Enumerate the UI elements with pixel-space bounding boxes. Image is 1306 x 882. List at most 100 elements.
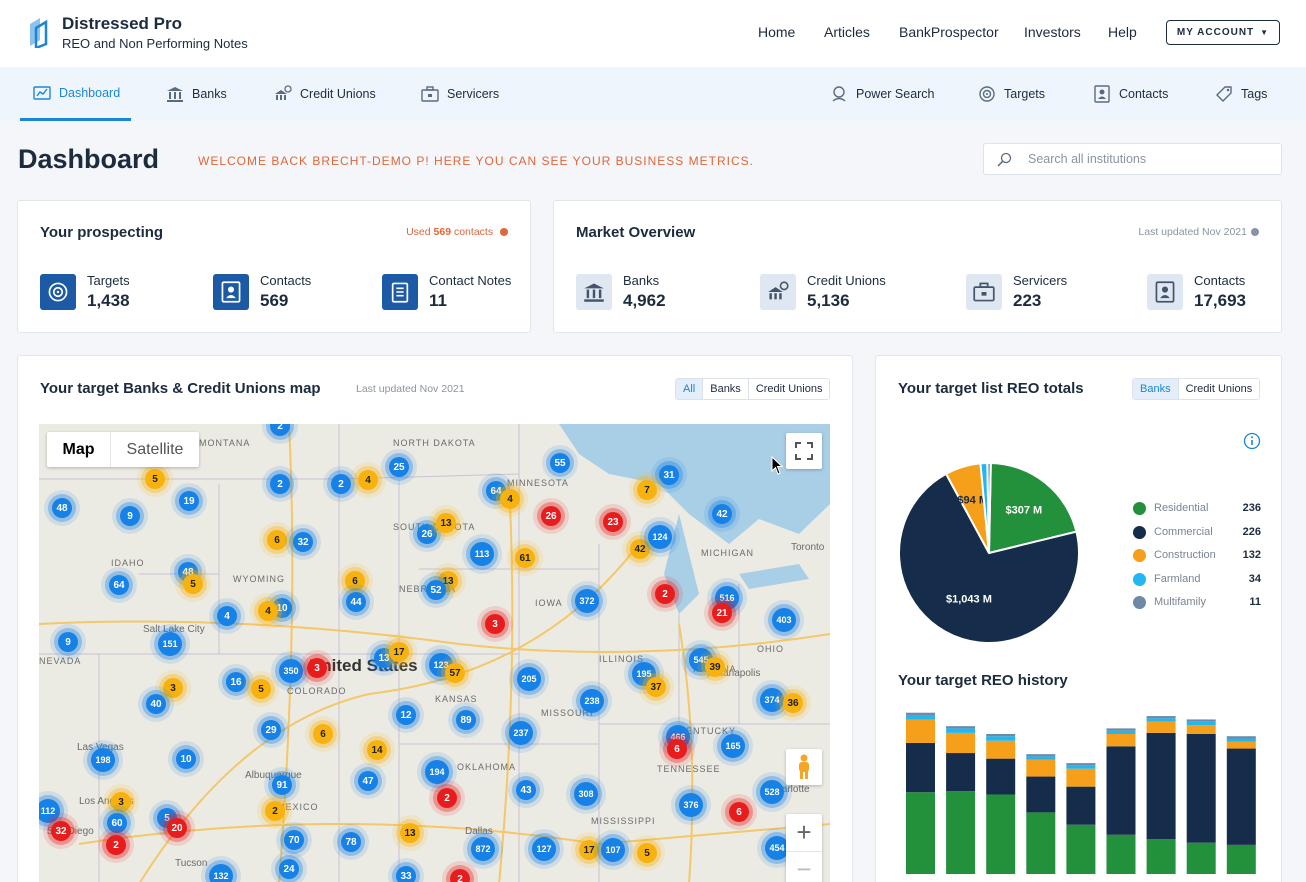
nav-articles[interactable]: Articles [824, 24, 870, 40]
bar-segment[interactable] [946, 728, 976, 733]
tab-servicers[interactable]: Servicers [421, 67, 499, 121]
bar-segment[interactable] [1146, 721, 1176, 733]
marker-cluster[interactable]: 4 [500, 489, 520, 509]
marker-cluster[interactable]: 2 [655, 584, 675, 604]
info-icon[interactable] [500, 228, 508, 237]
marker-cluster[interactable]: 403 [772, 608, 796, 632]
marker-cluster[interactable]: 20 [167, 818, 187, 838]
marker-cluster[interactable]: 2 [265, 801, 285, 821]
marker-cluster[interactable]: 42 [630, 539, 650, 559]
marker-cluster[interactable]: 372 [575, 589, 599, 613]
bar-segment[interactable] [1066, 765, 1096, 769]
bar-segment[interactable] [1146, 732, 1176, 840]
marker-cluster[interactable]: 237 [509, 721, 533, 745]
marker-cluster[interactable]: 5 [251, 679, 271, 699]
brand-name[interactable]: Distressed Pro [62, 14, 182, 33]
tab-targets[interactable]: Targets [978, 67, 1045, 121]
marker-cluster[interactable]: 5 [145, 469, 165, 489]
bar-segment[interactable] [1186, 725, 1216, 734]
marker-cluster[interactable]: 37 [646, 677, 666, 697]
bar-segment[interactable] [906, 742, 935, 793]
marker-cluster[interactable]: 24 [279, 859, 299, 879]
marker-cluster[interactable]: 70 [284, 830, 304, 850]
marker-cluster[interactable]: 198 [91, 748, 115, 772]
bar-segment[interactable] [1226, 738, 1256, 742]
marker-cluster[interactable]: 4 [358, 470, 378, 490]
marker-cluster[interactable]: 2 [437, 788, 457, 808]
marker-cluster[interactable]: 13 [400, 823, 420, 843]
map-type-satellite[interactable]: Satellite [110, 432, 199, 467]
street-view-button[interactable] [786, 749, 822, 785]
marker-cluster[interactable]: 124 [648, 525, 672, 549]
marker-cluster[interactable]: 113 [470, 542, 494, 566]
bar-segment[interactable] [1106, 734, 1136, 747]
bar-segment[interactable] [1066, 768, 1096, 787]
bar-segment[interactable] [1146, 718, 1176, 722]
bar-segment[interactable] [1026, 759, 1056, 777]
marker-cluster[interactable]: 3 [485, 614, 505, 634]
bar-segment[interactable] [946, 791, 976, 874]
marker-cluster[interactable]: 872 [471, 837, 495, 861]
bar-segment[interactable] [1186, 734, 1216, 843]
marker-cluster[interactable]: 3 [111, 792, 131, 812]
marker-cluster[interactable]: 32 [293, 532, 313, 552]
bar-segment[interactable] [1226, 844, 1256, 874]
bar-segment[interactable] [1026, 756, 1056, 760]
bar-segment[interactable] [986, 740, 1016, 759]
marker-cluster[interactable]: 9 [120, 506, 140, 526]
marker-cluster[interactable]: 36 [783, 693, 803, 713]
tab-power-search[interactable]: Power Search [830, 67, 935, 121]
marker-cluster[interactable]: 61 [515, 548, 535, 568]
marker-cluster[interactable]: 308 [574, 782, 598, 806]
marker-cluster[interactable]: 151 [158, 632, 182, 656]
pie-slice[interactable] [987, 462, 1078, 555]
marker-cluster[interactable]: 454 [765, 836, 789, 860]
marker-cluster[interactable]: 89 [456, 710, 476, 730]
marker-cluster[interactable]: 39 [705, 657, 725, 677]
legend-item[interactable]: Multifamily 11 [1133, 594, 1261, 612]
bar-segment[interactable] [986, 758, 1016, 795]
marker-cluster[interactable]: 9 [58, 632, 78, 652]
marker-cluster[interactable]: 29 [261, 720, 281, 740]
bar-segment[interactable] [1026, 812, 1056, 874]
bar-segment[interactable] [906, 712, 935, 715]
marker-cluster[interactable]: 52 [426, 580, 446, 600]
bar-segment[interactable] [946, 753, 976, 792]
marker-cluster[interactable]: 376 [679, 793, 703, 817]
bar-segment[interactable] [1106, 834, 1136, 874]
bar-segment[interactable] [906, 714, 935, 720]
bar-segment[interactable] [1106, 728, 1136, 731]
marker-cluster[interactable]: 238 [580, 689, 604, 713]
marker-cluster[interactable]: 2 [270, 474, 290, 494]
marker-cluster[interactable]: 40 [146, 694, 166, 714]
fullscreen-button[interactable] [786, 433, 822, 469]
marker-cluster[interactable]: 194 [425, 760, 449, 784]
marker-cluster[interactable]: 5 [637, 843, 657, 863]
tab-credit-unions[interactable]: Credit Unions [274, 67, 376, 121]
bar-segment[interactable] [1026, 776, 1056, 813]
toggle-credit-unions[interactable]: Credit Unions [1178, 379, 1260, 399]
marker-cluster[interactable]: 64 [109, 575, 129, 595]
tab-tags[interactable]: Tags [1215, 67, 1267, 121]
marker-cluster[interactable]: 26 [541, 506, 561, 526]
marker-cluster[interactable]: 374 [760, 688, 784, 712]
bar-segment[interactable] [1026, 754, 1056, 757]
bar-segment[interactable] [1186, 719, 1216, 722]
marker-cluster[interactable]: 6 [345, 571, 365, 591]
marker-cluster[interactable]: 112 [39, 799, 60, 823]
pie-slice[interactable] [986, 462, 992, 554]
bar-segment[interactable] [1106, 730, 1136, 734]
marker-cluster[interactable]: 25 [389, 457, 409, 477]
marker-cluster[interactable]: 10 [176, 749, 196, 769]
marker-cluster[interactable]: 2 [106, 835, 126, 855]
marker-cluster[interactable]: 528 [760, 780, 784, 804]
search-input[interactable]: Search all institutions [1028, 152, 1147, 166]
marker-cluster[interactable]: 47 [358, 771, 378, 791]
legend-item[interactable]: Commercial 226 [1133, 524, 1261, 542]
filter-credit-unions[interactable]: Credit Unions [748, 379, 830, 399]
info-circle-icon[interactable] [1243, 432, 1261, 450]
marker-cluster[interactable]: 14 [367, 740, 387, 760]
bar-segment[interactable] [1066, 763, 1096, 766]
marker-cluster[interactable]: 23 [603, 512, 623, 532]
nav-investors[interactable]: Investors [1024, 24, 1081, 40]
